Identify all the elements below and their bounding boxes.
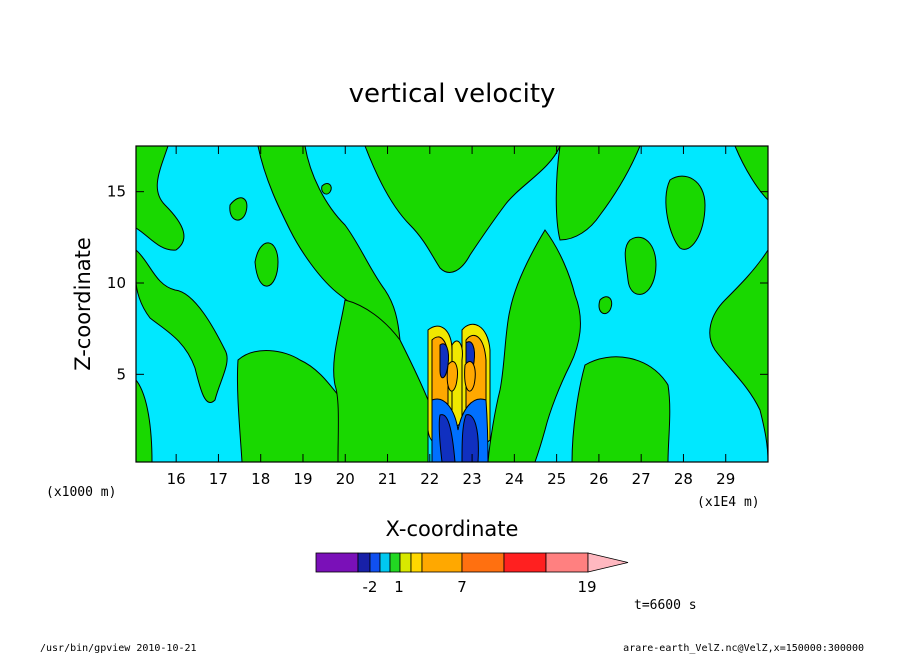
orange-region-top-right	[464, 361, 476, 392]
green-region-top-center	[364, 146, 561, 273]
colorbar-segment	[503, 552, 547, 573]
x-tick-label: 17	[209, 470, 228, 488]
colorbar-label-19: 19	[577, 578, 596, 596]
x-tick-label: 24	[505, 470, 524, 488]
x-tick-label: 18	[251, 470, 270, 488]
x-tick-label: 20	[336, 470, 355, 488]
colorbar-label-neg2: -2	[363, 578, 378, 596]
chart-title: vertical velocity	[349, 79, 556, 109]
axis-ticks: 16 17 18 19 20 21 22 23 24 25 26 27 28 29 5 10 15	[107, 146, 768, 488]
x-tick-label: 28	[674, 470, 693, 488]
green-region-right-lower	[571, 356, 671, 462]
colorbar-label-1: 1	[394, 578, 404, 596]
x-tick-label: 19	[293, 470, 312, 488]
green-blob-4	[598, 296, 613, 315]
footer-right: arare-earth_VelZ.nc@VelZ,x=150000:300000	[623, 643, 864, 654]
dark-blue-region-bottom-right	[461, 414, 479, 462]
colorbar-arrow	[587, 552, 629, 573]
time-label: t=6600 s	[634, 598, 697, 613]
y-tick-label: 10	[107, 274, 126, 292]
colorbar-segment	[357, 552, 371, 573]
green-blob-3	[321, 183, 332, 195]
x-tick-label: 26	[589, 470, 608, 488]
y-unit-label: (x1000 m)	[46, 485, 116, 500]
plot-frame	[135, 145, 769, 463]
colorbar-segment	[379, 552, 391, 573]
plot-area: 16 17 18 19 20 21 22 23 24 25 26 27 28 29 5 10 15	[107, 145, 769, 488]
x-tick-label: 25	[547, 470, 566, 488]
green-region-center-lower	[333, 299, 429, 462]
green-blob-5	[665, 175, 706, 250]
colorbar	[315, 552, 629, 573]
x-tick-label: 21	[378, 470, 397, 488]
green-region-left-mid	[136, 249, 228, 403]
colorbar-segment	[399, 552, 412, 573]
x-axis-label: X-coordinate	[386, 517, 519, 541]
colorbar-labels: -2 1 7 19	[363, 578, 597, 596]
green-blob-2	[254, 242, 279, 287]
x-tick-label: 27	[632, 470, 651, 488]
green-blob-6	[624, 236, 657, 295]
green-region-right-diag	[709, 249, 768, 462]
x-tick-label: 29	[716, 470, 735, 488]
colorbar-segment	[421, 552, 463, 573]
orange-region-top-left	[446, 361, 458, 392]
y-tick-label: 5	[116, 365, 126, 383]
y-tick-label: 15	[107, 183, 126, 201]
colorbar-segment	[315, 552, 359, 573]
green-region-right-center	[487, 229, 581, 462]
green-region-left-top	[136, 146, 185, 251]
convective-cell	[427, 323, 491, 462]
x-unit-label: (x1E4 m)	[697, 495, 760, 510]
colorbar-label-7: 7	[457, 578, 467, 596]
dark-blue-region-bottom-left	[438, 414, 456, 462]
x-tick-label: 23	[463, 470, 482, 488]
colorbar-segment	[461, 552, 505, 573]
green-blob-1	[229, 197, 248, 221]
y-axis-label: Z-coordinate	[71, 237, 95, 371]
footer-left: /usr/bin/gpview 2010-10-21	[40, 643, 197, 654]
colorbar-segment	[545, 552, 589, 573]
green-region-right-upper	[555, 146, 641, 241]
green-region-right-top	[734, 146, 768, 201]
colorbar-segment	[369, 552, 381, 573]
contour-field	[136, 146, 768, 462]
x-tick-label: 16	[167, 470, 186, 488]
colorbar-segment	[389, 552, 401, 573]
x-tick-label: 22	[420, 470, 439, 488]
colorbar-segment	[410, 552, 423, 573]
